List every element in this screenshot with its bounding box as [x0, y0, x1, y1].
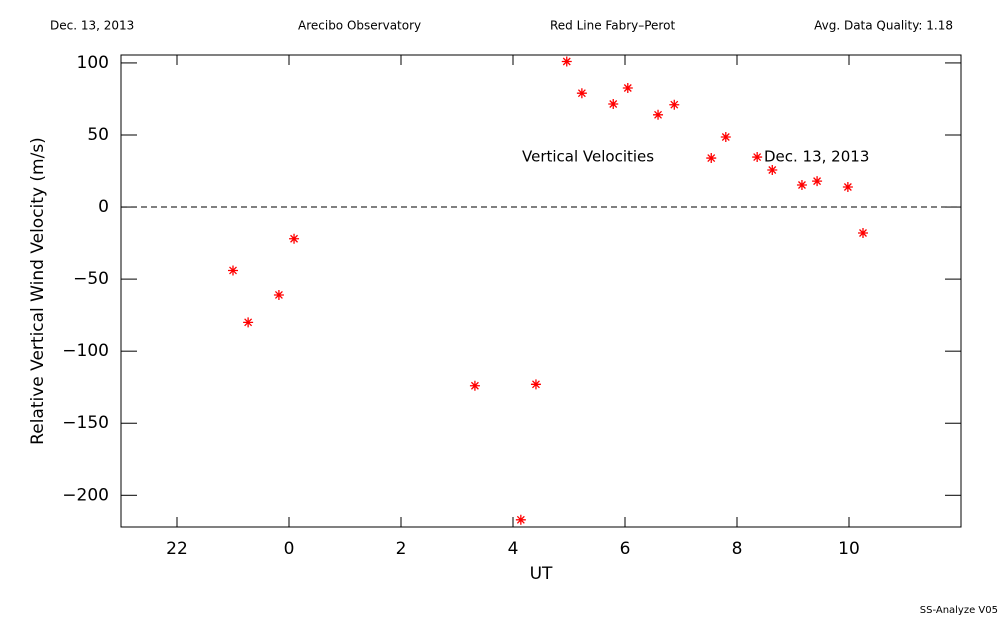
- y-tick-label: 50: [87, 125, 109, 145]
- point: [243, 317, 254, 328]
- point: [706, 153, 717, 164]
- header-date: Dec. 13, 2013: [50, 19, 134, 33]
- footer: SS-Analyze V05: [920, 605, 998, 616]
- header-site: Arecibo Observatory: [298, 19, 421, 33]
- point: [767, 165, 778, 176]
- x-tick-label: 22: [166, 539, 188, 559]
- point: [720, 132, 731, 143]
- x-tick-label: 8: [732, 539, 743, 559]
- header-quality: Avg. Data Quality: 1.18: [814, 19, 953, 33]
- point: [812, 176, 823, 187]
- plot-frame: [120, 54, 962, 528]
- x-tick-label: 0: [284, 539, 295, 559]
- point: [752, 152, 763, 163]
- y-tick-label: −100: [62, 341, 109, 361]
- annotation: Vertical Velocities: [522, 148, 654, 166]
- x-axis-label: UT: [530, 564, 553, 584]
- point: [273, 289, 284, 300]
- point: [228, 265, 238, 276]
- x-tick-label: 4: [508, 539, 519, 559]
- point: [622, 83, 633, 94]
- point: [561, 56, 572, 67]
- x-tick-label: 10: [838, 539, 860, 559]
- point: [576, 88, 587, 99]
- x-tick-label: 6: [620, 539, 631, 559]
- y-tick-label: −150: [62, 413, 109, 433]
- y-axis-label: Relative Vertical Wind Velocity (m/s): [28, 137, 48, 445]
- point: [842, 182, 853, 193]
- point: [858, 227, 868, 238]
- header-instrument: Red Line Fabry–Perot: [550, 19, 675, 33]
- y-tick-label: 100: [77, 53, 109, 73]
- x-tick-label: 2: [396, 539, 407, 559]
- y-tick-label: −200: [62, 485, 109, 505]
- point: [653, 109, 664, 120]
- point: [289, 233, 300, 244]
- point: [796, 179, 807, 190]
- point: [469, 380, 480, 391]
- point: [669, 99, 680, 110]
- y-tick-label: −50: [73, 269, 109, 289]
- point: [608, 99, 619, 110]
- point: [530, 379, 541, 390]
- y-tick-label: 0: [98, 197, 109, 217]
- annotation: Dec. 13, 2013: [764, 148, 869, 166]
- point: [515, 514, 526, 525]
